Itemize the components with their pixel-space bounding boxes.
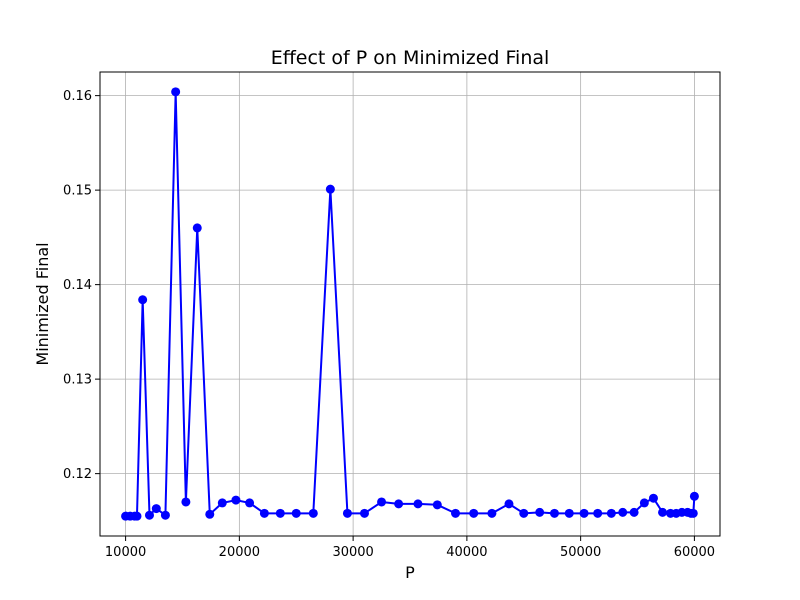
- data-point: [413, 499, 423, 509]
- data-point: [217, 498, 227, 508]
- data-point: [138, 295, 148, 305]
- data-point: [549, 508, 559, 518]
- data-point: [504, 499, 514, 509]
- data-point: [606, 508, 616, 518]
- x-tick-label: 20000: [219, 545, 260, 560]
- data-point: [144, 510, 154, 520]
- plot-frame: [99, 71, 721, 537]
- data-point: [171, 87, 181, 97]
- data-point: [658, 507, 668, 517]
- x-axis-label: P: [405, 563, 415, 582]
- data-point: [487, 508, 497, 518]
- data-point: [519, 508, 529, 518]
- data-point: [192, 223, 202, 233]
- data-point: [308, 508, 318, 518]
- data-point: [579, 508, 589, 518]
- data-point: [689, 491, 699, 501]
- grid-layer: [100, 72, 720, 536]
- y-tick-label: 0.13: [63, 373, 92, 388]
- data-point: [451, 508, 461, 518]
- data-point: [245, 498, 255, 508]
- data-point: [259, 508, 269, 518]
- data-point: [639, 498, 649, 508]
- series-layer: [121, 87, 699, 521]
- data-point: [205, 509, 215, 519]
- x-tick-label: 10000: [105, 545, 146, 560]
- y-axis-label: Minimized Final: [33, 242, 52, 365]
- data-point: [151, 504, 161, 514]
- data-point: [432, 500, 442, 510]
- data-point: [618, 507, 628, 517]
- data-point: [469, 508, 479, 518]
- data-point: [593, 508, 603, 518]
- y-tick-label: 0.16: [63, 89, 92, 104]
- data-point: [181, 497, 191, 507]
- x-tick-label: 40000: [446, 545, 487, 560]
- data-point: [342, 508, 352, 518]
- data-point: [535, 507, 545, 517]
- x-tick-label: 60000: [674, 545, 715, 560]
- data-point: [377, 497, 387, 507]
- data-point: [275, 508, 285, 518]
- data-point: [291, 508, 301, 518]
- chart-title: Effect of P on Minimized Final: [271, 47, 550, 69]
- data-point: [629, 507, 639, 517]
- data-point: [394, 499, 404, 509]
- series-line: [125, 90, 696, 518]
- y-tick-label: 0.15: [63, 184, 92, 199]
- data-point: [160, 510, 170, 520]
- data-point: [359, 508, 369, 518]
- y-tick-label: 0.12: [63, 467, 92, 482]
- data-point: [564, 508, 574, 518]
- tick-layer: 10000 20000 30000 40000 50000 60000 0.12 0.13 0.…: [63, 89, 715, 560]
- x-tick-label: 30000: [332, 545, 373, 560]
- x-tick-label: 50000: [560, 545, 601, 560]
- data-point: [231, 495, 241, 505]
- data-point: [325, 184, 335, 194]
- y-tick-label: 0.14: [63, 278, 92, 293]
- data-point: [688, 508, 698, 518]
- data-point: [132, 511, 142, 521]
- data-point: [648, 493, 658, 503]
